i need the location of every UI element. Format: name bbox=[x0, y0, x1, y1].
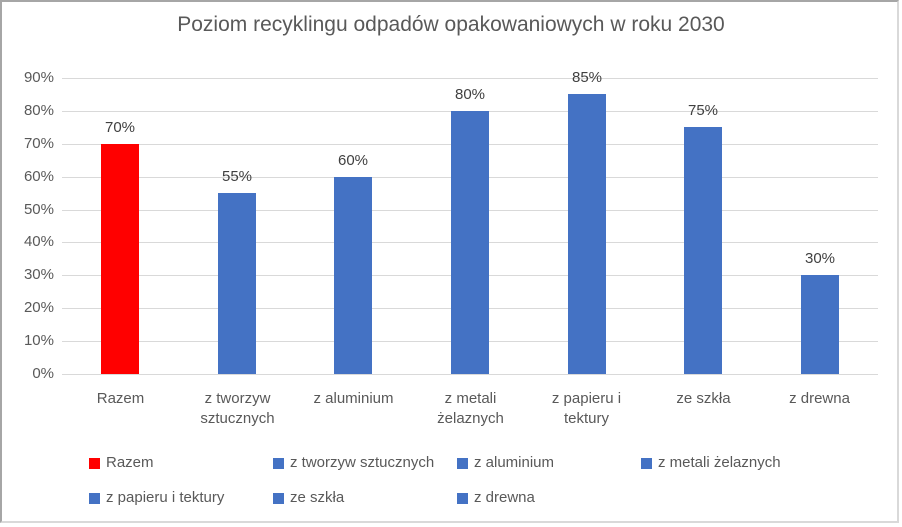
x-axis-category-label: Razem bbox=[96, 390, 145, 407]
bar bbox=[568, 94, 606, 374]
bar bbox=[451, 111, 489, 374]
bar-value-label: 30% bbox=[804, 250, 836, 267]
bar bbox=[334, 177, 372, 374]
y-axis-tick-label: 20% bbox=[23, 299, 54, 316]
x-axis-category-label: z drewna bbox=[789, 390, 850, 407]
bar-value-label: 55% bbox=[221, 168, 253, 185]
y-axis-tick-label: 0% bbox=[32, 365, 54, 382]
y-axis-tick-label: 80% bbox=[23, 102, 54, 119]
bar bbox=[101, 144, 139, 374]
gridline bbox=[62, 374, 878, 375]
x-axis-category-label: z papieru i tektury bbox=[551, 390, 622, 427]
bar bbox=[218, 193, 256, 374]
bar bbox=[684, 127, 722, 374]
plot-area: 70% Razem 55% z tworzyw sztucznych 60% z alum… bbox=[62, 69, 878, 427]
x-axis-category-label: ze szkła bbox=[676, 390, 731, 407]
bar-value-label: 70% bbox=[104, 119, 136, 136]
chart-title: Poziom recyklingu odpadów opakowaniowych… bbox=[177, 13, 725, 36]
bar-value-label: 85% bbox=[571, 69, 603, 86]
y-axis-tick-label: 30% bbox=[23, 266, 54, 283]
x-axis-category-label: z tworzyw sztucznych bbox=[200, 390, 275, 427]
x-axis-category-label: z aluminium bbox=[313, 390, 394, 407]
y-axis-tick-label: 10% bbox=[23, 332, 54, 349]
y-axis-tick-label: 60% bbox=[23, 168, 54, 185]
gridline bbox=[62, 78, 878, 79]
x-axis-category-label: z metali żelaznych bbox=[437, 390, 504, 427]
bar-value-label: 80% bbox=[454, 86, 486, 103]
bar bbox=[801, 275, 839, 374]
y-axis-tick-label: 70% bbox=[23, 135, 54, 152]
y-axis-tick-label: 50% bbox=[23, 201, 54, 218]
y-axis-tick-label: 40% bbox=[23, 233, 54, 250]
bar-value-label: 75% bbox=[687, 102, 719, 119]
bar-value-label: 60% bbox=[337, 152, 369, 169]
y-axis-tick-label: 90% bbox=[23, 69, 54, 86]
